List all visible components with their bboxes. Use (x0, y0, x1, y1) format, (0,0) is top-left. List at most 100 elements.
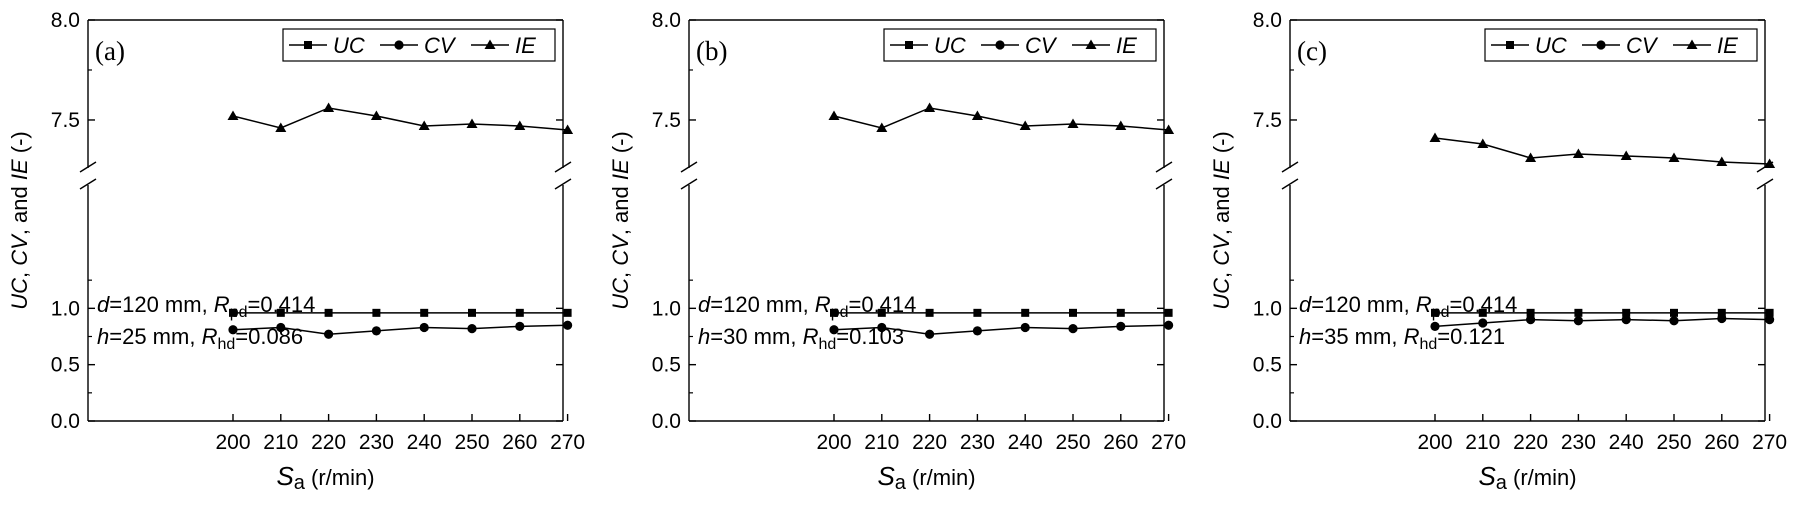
y-tick-label: 0.0 (652, 410, 681, 433)
annotation-text: =120 mm, (109, 292, 214, 317)
y-label-ie: IE (608, 159, 633, 180)
y-label-unit: (-) (7, 131, 32, 159)
legend-marker-ie (1686, 39, 1698, 49)
data-point-uc (973, 308, 982, 317)
data-point-uc (563, 308, 572, 317)
annotation-text: =0.414 (247, 292, 315, 317)
y-tick-label: 0.5 (652, 354, 681, 377)
legend-label-ie: IE (1116, 33, 1137, 58)
data-point-cv (228, 325, 238, 335)
x-tick-label: 230 (960, 431, 995, 454)
data-point-ie (227, 110, 239, 120)
annotation-var: d (1299, 292, 1312, 317)
x-tick-label: 210 (1465, 431, 1500, 454)
data-point-cv (1717, 313, 1727, 324)
legend-marker-uc (1506, 41, 1514, 49)
data-point-ie (828, 110, 840, 120)
data-point-ie (562, 124, 574, 134)
chart-panel-1: 0.0 0.5 1.0 7.5 8.0 200 210 220 230 240 250 260 270 S… (608, 9, 1186, 494)
panel-label: (c) (1297, 36, 1327, 66)
series-uc (830, 308, 1173, 317)
y-label-sep: , (608, 266, 633, 278)
data-point-uc (830, 308, 838, 317)
x-tick-label: 200 (816, 431, 851, 454)
data-point-cv (925, 329, 935, 339)
data-point-ie (466, 118, 478, 128)
data-point-ie (924, 102, 936, 112)
x-tick-label: 210 (864, 431, 899, 454)
annotation-var: d (698, 292, 711, 317)
axis-break-mark (1155, 178, 1173, 190)
y-tick-label: 0.0 (51, 410, 80, 433)
data-point-ie (514, 120, 526, 130)
annotation-subscript: hd (1419, 336, 1437, 353)
series-line-ie (1434, 137, 1770, 165)
data-point-uc (1622, 308, 1631, 317)
y-label-cv: CV (7, 233, 32, 266)
data-point-uc (324, 308, 333, 317)
data-point-ie (1429, 132, 1441, 142)
series-cv (829, 320, 1174, 339)
y-tick-label: 1.0 (51, 297, 80, 320)
y-tick-label: 1.0 (1253, 297, 1282, 320)
x-tick-label: 200 (215, 431, 250, 454)
y-tick-label: 1.0 (652, 297, 681, 320)
data-point-ie (1019, 120, 1031, 130)
annotation-var: R (214, 292, 230, 317)
x-label-subscript: a (1496, 472, 1508, 494)
x-tick-label: 270 (550, 431, 585, 454)
data-point-cv (1116, 321, 1126, 331)
legend-label-cv: CV (424, 33, 457, 58)
x-tick-label: 250 (1656, 431, 1691, 454)
legend: UC CV IE (282, 28, 556, 62)
data-point-uc (1069, 308, 1077, 317)
data-point-cv (1526, 315, 1536, 325)
data-point-cv (972, 326, 983, 336)
data-point-uc (877, 308, 886, 317)
data-point-ie (1067, 118, 1079, 128)
annotation-var: R (803, 324, 819, 349)
data-point-cv (324, 329, 334, 339)
legend-box (282, 28, 556, 62)
data-point-cv (1765, 315, 1775, 325)
legend: UC CV IE (883, 28, 1157, 62)
series-line-ie (232, 107, 568, 131)
annotation-subscript: pd (831, 304, 849, 321)
data-point-ie (1572, 148, 1584, 158)
data-point-uc (1478, 308, 1487, 317)
legend-label-uc: UC (1535, 33, 1567, 58)
x-label-subscript: a (895, 472, 907, 494)
legend-box (883, 28, 1157, 62)
data-point-cv (1573, 316, 1583, 326)
data-point-cv (1164, 320, 1174, 330)
x-tick-label: 250 (454, 431, 489, 454)
x-label-unit: (r/min) (305, 465, 375, 490)
legend-marker-uc (905, 41, 913, 49)
y-tick-label: 7.5 (652, 109, 681, 132)
data-point-ie (275, 122, 287, 132)
data-point-cv (371, 326, 381, 336)
legend-label-ie: IE (1717, 33, 1738, 58)
series-uc (229, 308, 572, 317)
data-point-uc (1765, 308, 1774, 317)
annotation-text: =0.414 (848, 292, 916, 317)
legend-label-uc: UC (934, 33, 966, 58)
series-uc (1431, 308, 1774, 317)
annotation-text: =0.086 (235, 324, 303, 349)
legend-label-uc: UC (333, 33, 365, 58)
y-axis-label: UC, CV, and IE (-) (608, 131, 633, 310)
series-ie (1429, 132, 1776, 168)
y-label-unit: (-) (1209, 131, 1234, 159)
axis-break-mark (1756, 178, 1774, 190)
data-point-uc (1021, 308, 1030, 317)
y-tick-label: 8.0 (1253, 9, 1282, 32)
panel-label: (b) (696, 36, 727, 66)
axis-break-mark (554, 178, 572, 190)
data-point-cv (1669, 316, 1679, 326)
annotation-line-1: d=120 mm, Rpd=0.414 (1299, 292, 1517, 321)
axis-break-mark (680, 178, 698, 190)
data-point-uc (1116, 308, 1125, 317)
data-point-uc (229, 308, 237, 317)
data-point-cv (829, 325, 839, 335)
y-label-cv: CV (608, 233, 633, 266)
